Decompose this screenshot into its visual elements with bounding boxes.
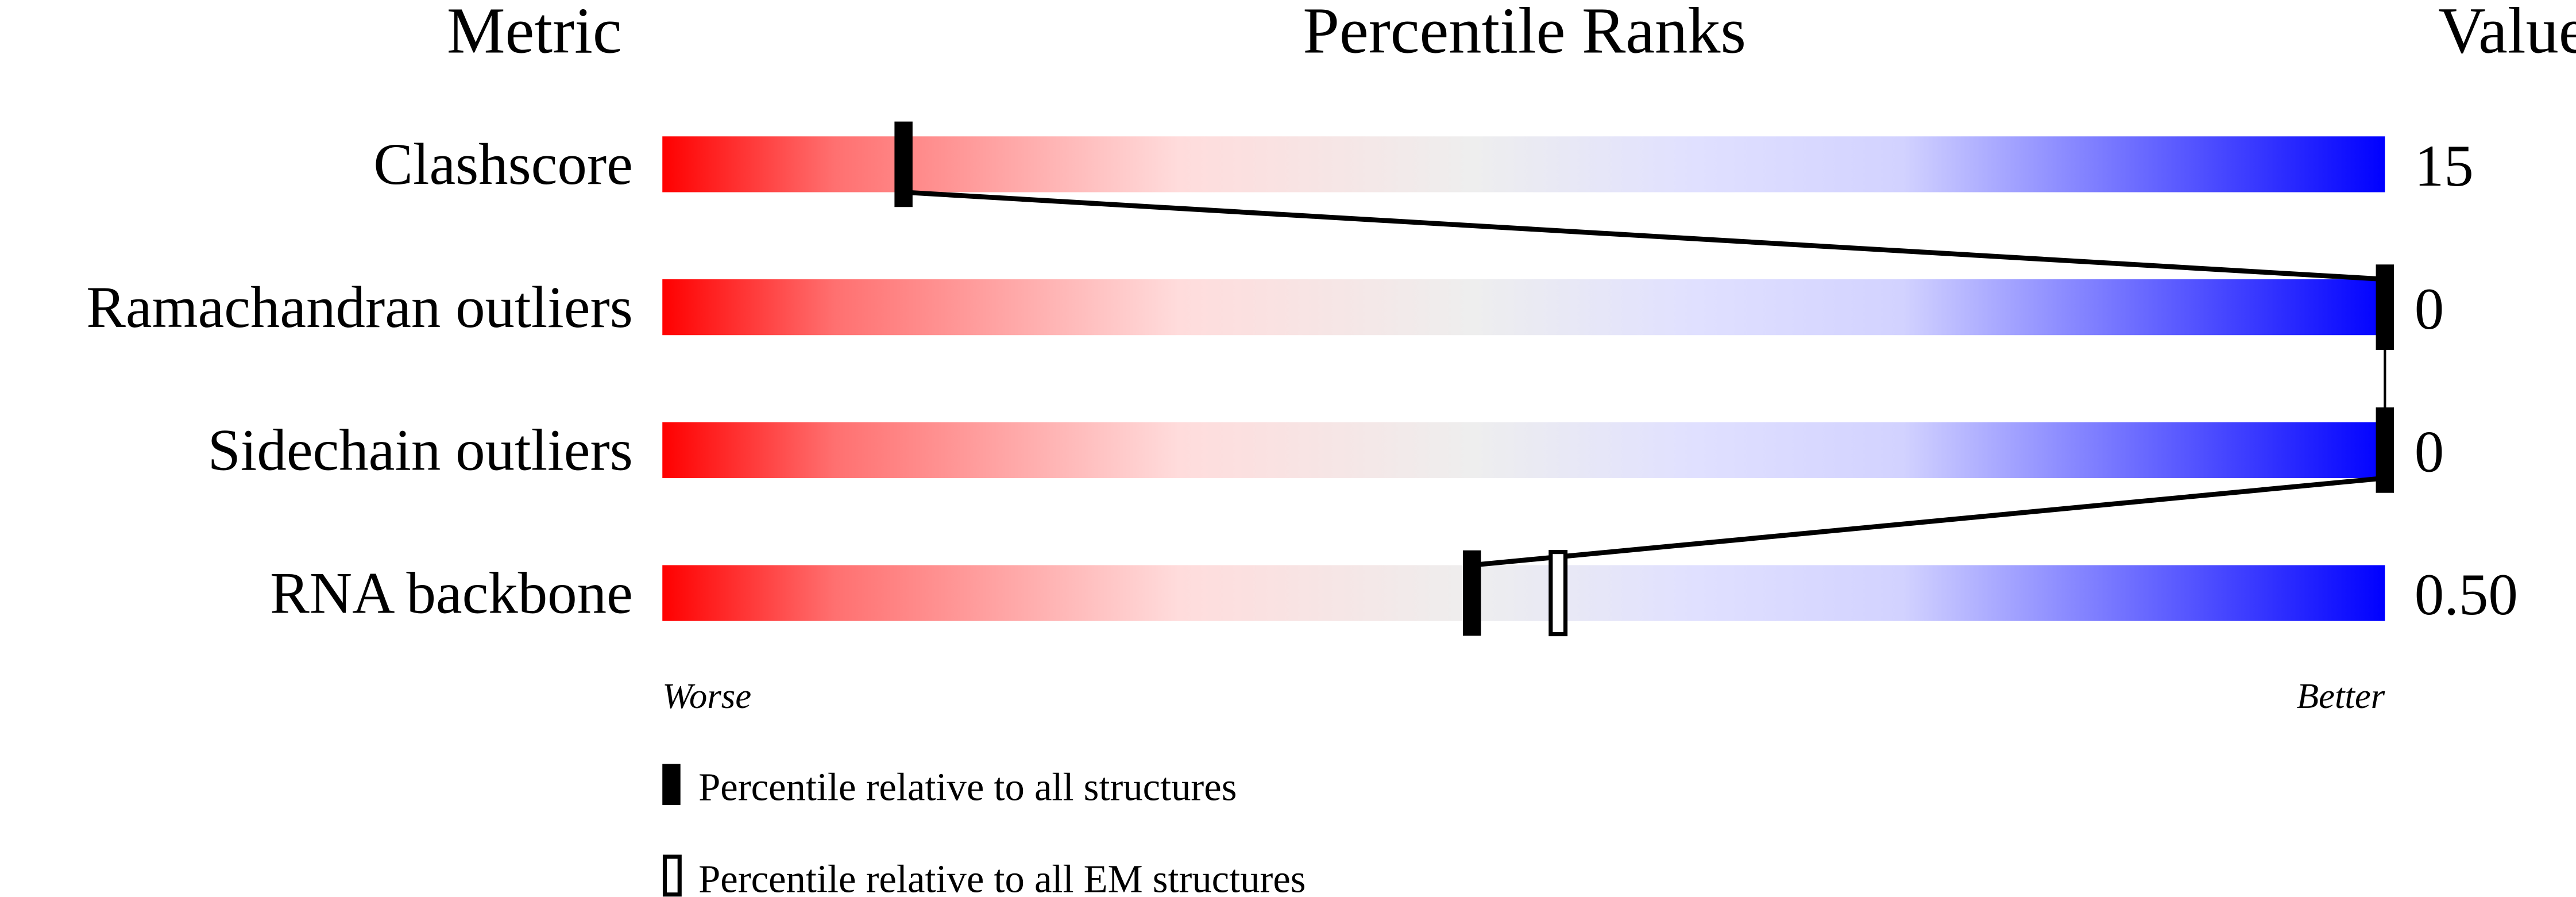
legend-em-structures: Percentile relative to all EM structures <box>698 857 1306 897</box>
marker-all-sidechain-outliers <box>2376 407 2395 493</box>
marker-em-rna-backbone <box>1548 550 1568 637</box>
connector-line <box>903 190 2385 282</box>
legend-all-structures: Percentile relative to all structures <box>698 765 1237 809</box>
metric-label-rna-backbone: RNA backbone <box>270 560 633 626</box>
percentile-bar-clashscore <box>662 136 2385 193</box>
percentile-bar-rna-backbone <box>662 565 2385 621</box>
marker-all-rna-backbone <box>1463 550 1481 636</box>
percentile-bar-sidechain-outliers <box>662 422 2385 478</box>
header-percentile-ranks: Percentile Ranks <box>1303 0 1746 67</box>
header-metric: Metric <box>447 0 622 67</box>
percentile-bar-ramachandran-outliers <box>662 279 2385 336</box>
metric-value-rna-backbone: 0.50 <box>2415 562 2518 627</box>
legend-filled-marker <box>662 764 681 805</box>
metric-label-ramachandran-outliers: Ramachandran outliers <box>86 275 633 340</box>
metric-label-clashscore: Clashscore <box>373 132 633 197</box>
connector-line <box>1472 475 2385 568</box>
metric-value-ramachandran-outliers: 0 <box>2415 276 2444 342</box>
legend-open-marker <box>662 854 682 897</box>
header-value: Value <box>2438 0 2576 67</box>
metric-label-sidechain-outliers: Sidechain outliers <box>208 418 633 483</box>
marker-all-clashscore <box>894 121 913 207</box>
metric-value-sidechain-outliers: 0 <box>2415 419 2444 485</box>
axis-worse-label: Worse <box>662 676 751 716</box>
metric-value-clashscore: 15 <box>2415 133 2474 199</box>
marker-all-ramachandran-outliers <box>2376 264 2395 350</box>
axis-better-label: Better <box>2297 676 2385 716</box>
